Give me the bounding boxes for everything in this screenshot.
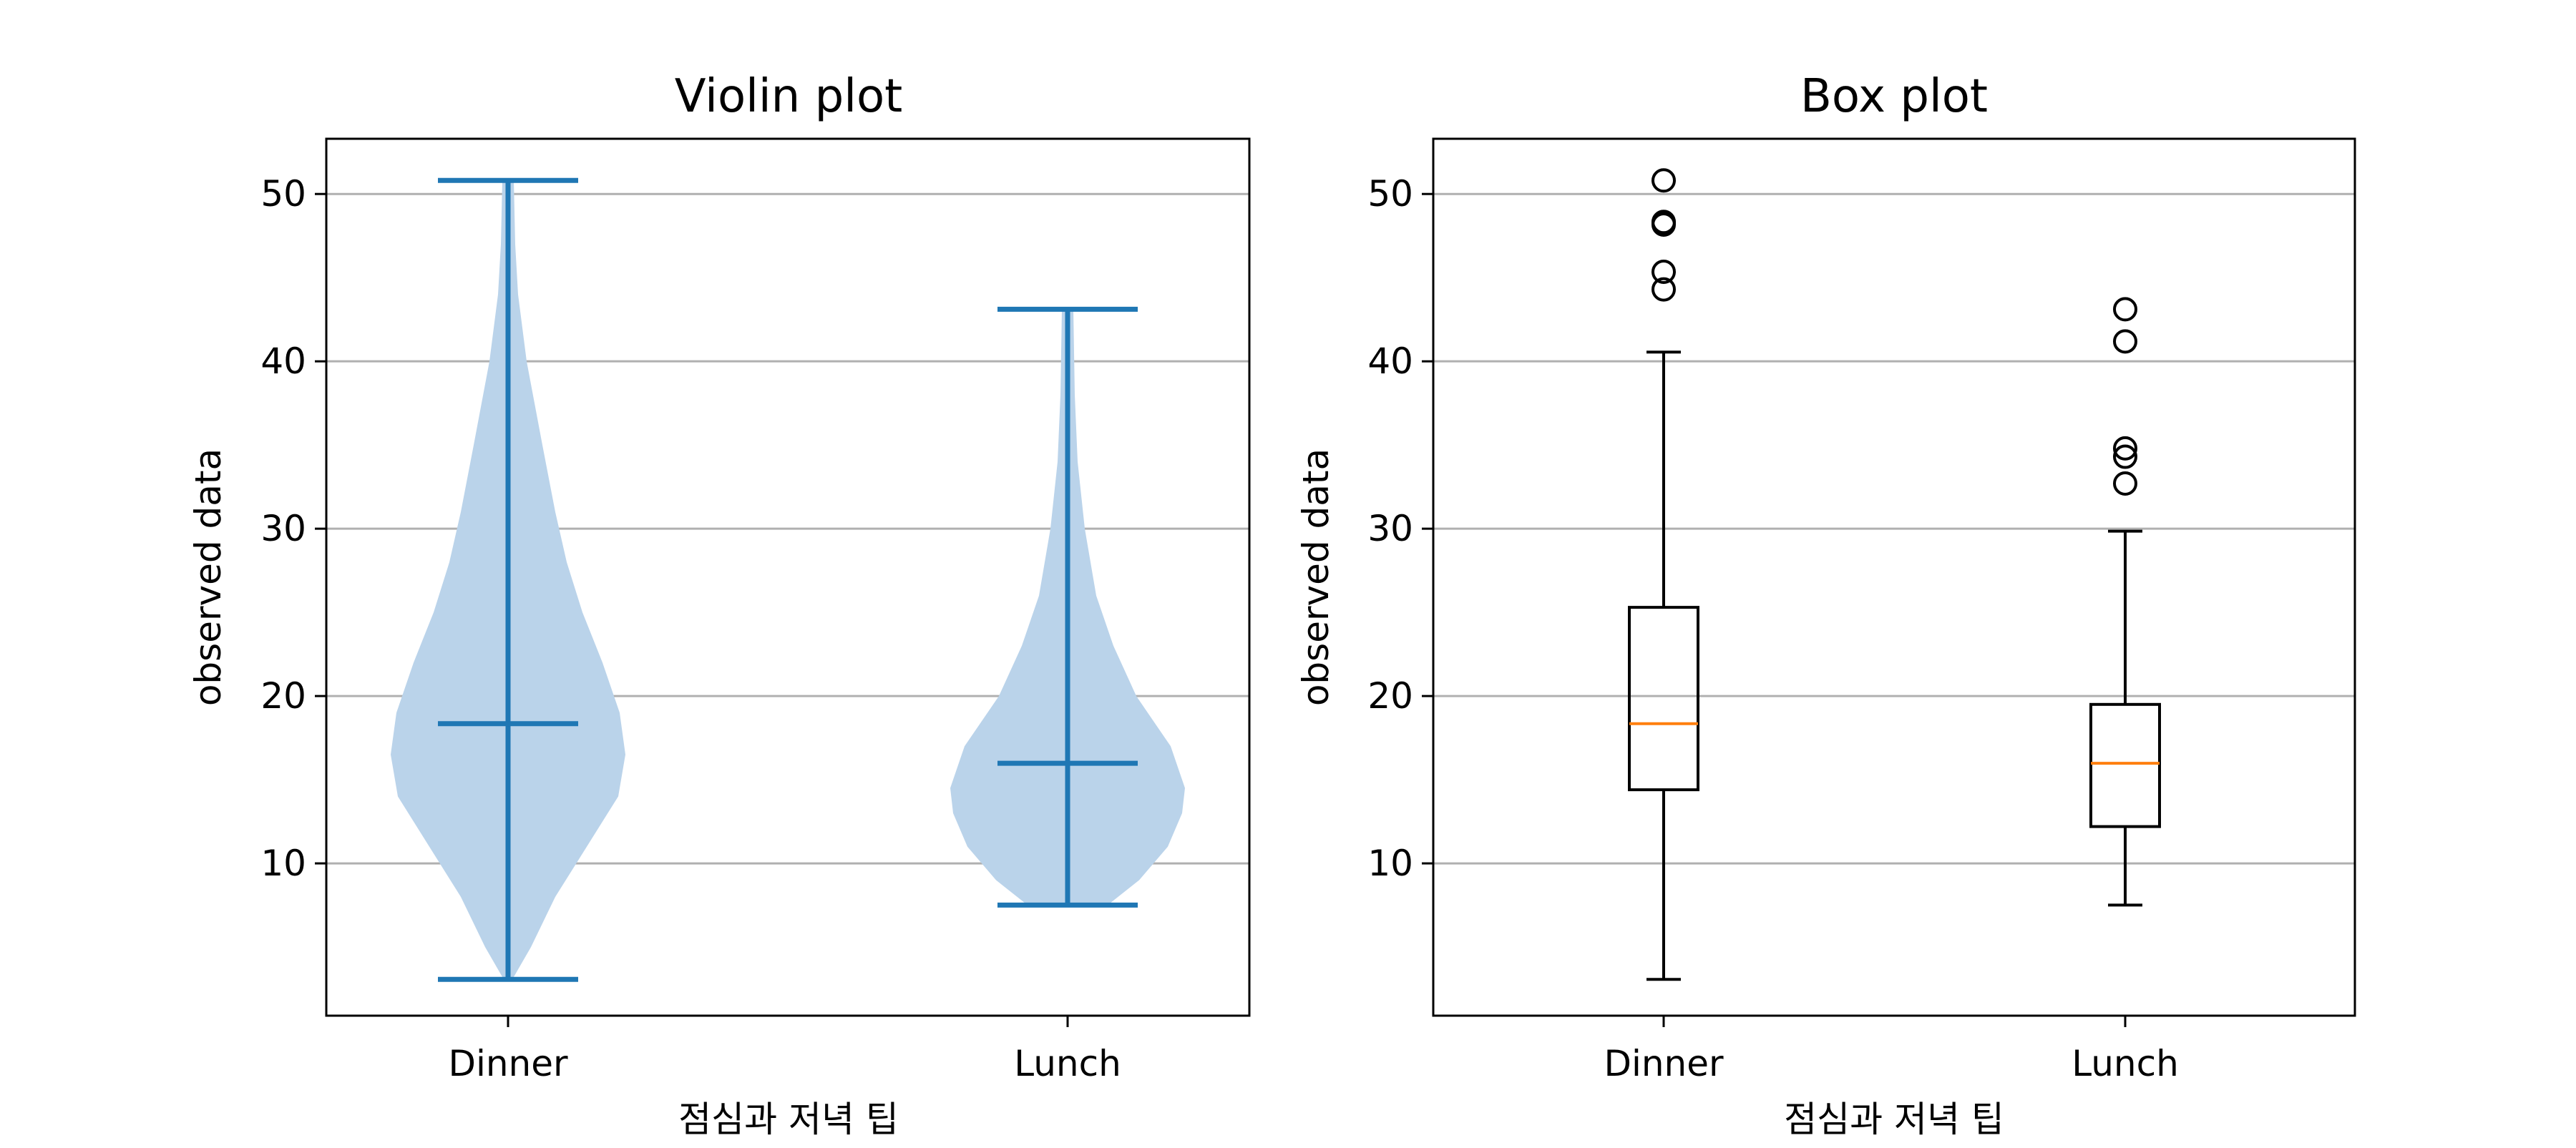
box-iqr-lunch <box>2089 702 2161 828</box>
box-x-ticks: Dinner Lunch <box>1604 1016 2179 1084</box>
x-tick-label: Dinner <box>448 1043 568 1084</box>
y-tick-label: 20 <box>1367 675 1413 717</box>
y-tick-label: 10 <box>260 843 306 884</box>
violin-ylabel: observed data <box>187 448 229 706</box>
box-outlier-point <box>2113 329 2137 354</box>
violin-panel: Violin plot 10 20 30 40 50 Dinner Lunch 점심과 저… <box>187 70 1251 1140</box>
x-tick-label: Lunch <box>1014 1043 1121 1084</box>
box-outlier-point <box>2113 444 2137 469</box>
box-axes-frame <box>1432 137 2356 1017</box>
x-tick-label: Lunch <box>2072 1043 2179 1084</box>
violin-xlabel: 점심과 저녁 팁 <box>678 1099 899 1140</box>
box-iqr-dinner <box>1628 606 1699 792</box>
y-tick-label: 50 <box>260 173 306 215</box>
violin-marks <box>391 177 1185 982</box>
y-tick-label: 20 <box>260 675 306 717</box>
violin-x-ticks: Dinner Lunch <box>448 1016 1121 1084</box>
box-xlabel: 점심과 저녁 팁 <box>1784 1099 2004 1140</box>
box-outlier-point <box>1652 210 1676 235</box>
y-tick-label: 50 <box>1367 173 1413 215</box>
box-outlier-point <box>2113 297 2137 322</box>
violin-axes-frame <box>325 137 1251 1017</box>
box-outlier-point <box>1652 260 1676 285</box>
box-marks <box>1628 168 2161 981</box>
box-panel: Box plot 10 20 30 40 50 Dinner Lunch 점심과 저녁 팁… <box>1295 70 2356 1140</box>
y-tick-label: 30 <box>260 508 306 549</box>
violin-title: Violin plot <box>675 70 902 123</box>
box-outlier-point <box>2113 436 2137 461</box>
y-tick-label: 10 <box>1367 843 1413 884</box>
box-outlier-point <box>1652 277 1676 302</box>
y-tick-label: 40 <box>1367 340 1413 382</box>
violin-y-ticks: 10 20 30 40 50 <box>260 173 326 884</box>
box-outlier-point <box>1652 168 1676 193</box>
x-tick-label: Dinner <box>1604 1043 1724 1084</box>
box-y-ticks: 10 20 30 40 50 <box>1367 173 1433 884</box>
y-tick-label: 30 <box>1367 508 1413 549</box>
box-gridlines <box>1433 192 2355 865</box>
y-tick-label: 40 <box>260 340 306 382</box>
box-title: Box plot <box>1800 70 1988 123</box>
box-outlier-point <box>2113 471 2137 496</box>
box-ylabel: observed data <box>1295 448 1337 706</box>
